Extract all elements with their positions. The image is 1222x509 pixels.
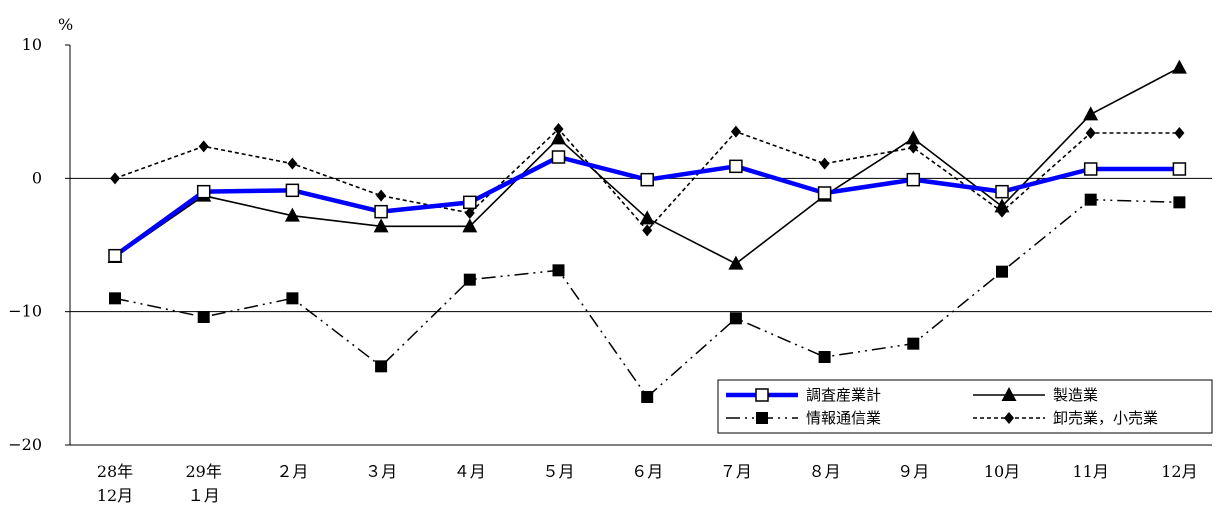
data-point bbox=[110, 172, 120, 185]
y-unit-label: % bbox=[58, 15, 73, 34]
data-point bbox=[639, 210, 655, 225]
data-point bbox=[1085, 127, 1096, 139]
data-point bbox=[464, 207, 475, 219]
legend-label: 卸売業，小売業 bbox=[1053, 409, 1158, 427]
data-point bbox=[728, 255, 744, 270]
data-point bbox=[906, 172, 921, 187]
x-tick-label: ２月 bbox=[276, 462, 308, 481]
legend-box bbox=[717, 379, 1213, 434]
data-point bbox=[463, 273, 476, 286]
x-tick-label: 28年 bbox=[97, 462, 133, 481]
data-point bbox=[552, 264, 565, 277]
x-tick-label: ５月 bbox=[542, 462, 574, 481]
series-line bbox=[113, 154, 1180, 258]
data-point bbox=[907, 337, 920, 350]
data-point bbox=[819, 157, 830, 170]
y-tick-label: 10 bbox=[22, 35, 42, 54]
x-tick-label: 12月 bbox=[1161, 462, 1197, 481]
y-tick-labels: 10 0 −10 −20 bbox=[8, 35, 42, 454]
data-point bbox=[284, 207, 300, 222]
data-point bbox=[198, 140, 209, 153]
data-point bbox=[551, 130, 566, 145]
data-point bbox=[376, 189, 387, 202]
data-point bbox=[109, 292, 121, 305]
data-point bbox=[285, 183, 300, 198]
axes bbox=[65, 44, 1212, 446]
data-point bbox=[373, 218, 389, 233]
data-point bbox=[286, 292, 299, 305]
x-tick-label: 12月 bbox=[97, 486, 133, 505]
x-tick-label: 11月 bbox=[1073, 462, 1109, 481]
x-tick-label: 10月 bbox=[984, 462, 1020, 481]
data-point bbox=[1083, 106, 1099, 121]
data-point bbox=[996, 265, 1008, 278]
data-point bbox=[463, 195, 477, 210]
legend-label: 製造業 bbox=[1053, 386, 1098, 404]
x-tick-labels: 28年 12月 29年 １月 ２月 ３月 ４月 ５月 ６月 ７月 ８月 ９月 10月 11月 12月 bbox=[97, 462, 1198, 505]
data-point bbox=[1174, 127, 1185, 139]
data-point bbox=[1083, 162, 1098, 176]
data-point bbox=[553, 123, 564, 135]
x-tick-label: １月 bbox=[188, 486, 220, 505]
data-point bbox=[551, 150, 566, 164]
data-point bbox=[1171, 59, 1187, 74]
legend-marker bbox=[755, 388, 769, 402]
series-markers bbox=[107, 59, 1187, 403]
x-tick-label: ９月 bbox=[897, 462, 929, 481]
data-point bbox=[729, 159, 743, 174]
data-point bbox=[108, 248, 122, 263]
x-tick-label: ４月 bbox=[454, 462, 486, 481]
data-point bbox=[287, 157, 298, 170]
data-point bbox=[640, 172, 654, 187]
data-point bbox=[994, 198, 1010, 213]
data-point bbox=[374, 204, 388, 219]
data-point bbox=[908, 141, 919, 154]
legend-label: 情報通信業 bbox=[806, 409, 881, 427]
data-point bbox=[1173, 196, 1186, 209]
x-tick-label: ８月 bbox=[809, 462, 841, 481]
data-point bbox=[462, 218, 478, 233]
y-tick-label: −20 bbox=[8, 435, 42, 454]
data-point bbox=[730, 125, 741, 138]
legend-label: 調査産業計 bbox=[806, 386, 881, 404]
legend-marker bbox=[756, 412, 768, 424]
data-point bbox=[641, 391, 654, 403]
legend-marker bbox=[1001, 387, 1017, 401]
data-point bbox=[729, 312, 742, 325]
data-point bbox=[1172, 162, 1187, 176]
data-point bbox=[1084, 193, 1097, 206]
data-point bbox=[642, 224, 653, 237]
data-point bbox=[196, 184, 211, 199]
x-tick-label: ３月 bbox=[365, 462, 397, 481]
y-tick-label: 0 bbox=[32, 168, 42, 187]
legend-marker bbox=[1004, 412, 1014, 424]
data-point bbox=[818, 351, 831, 363]
x-tick-label: ７月 bbox=[720, 462, 752, 481]
x-tick-label: 29年 bbox=[186, 462, 222, 481]
y-tick-label: −10 bbox=[8, 302, 42, 321]
x-tick-label: ６月 bbox=[631, 462, 663, 481]
data-point bbox=[995, 184, 1009, 199]
data-point bbox=[375, 360, 388, 373]
data-point bbox=[197, 311, 210, 323]
data-point bbox=[905, 130, 921, 145]
data-point bbox=[817, 186, 832, 200]
gridlines bbox=[70, 177, 1212, 313]
